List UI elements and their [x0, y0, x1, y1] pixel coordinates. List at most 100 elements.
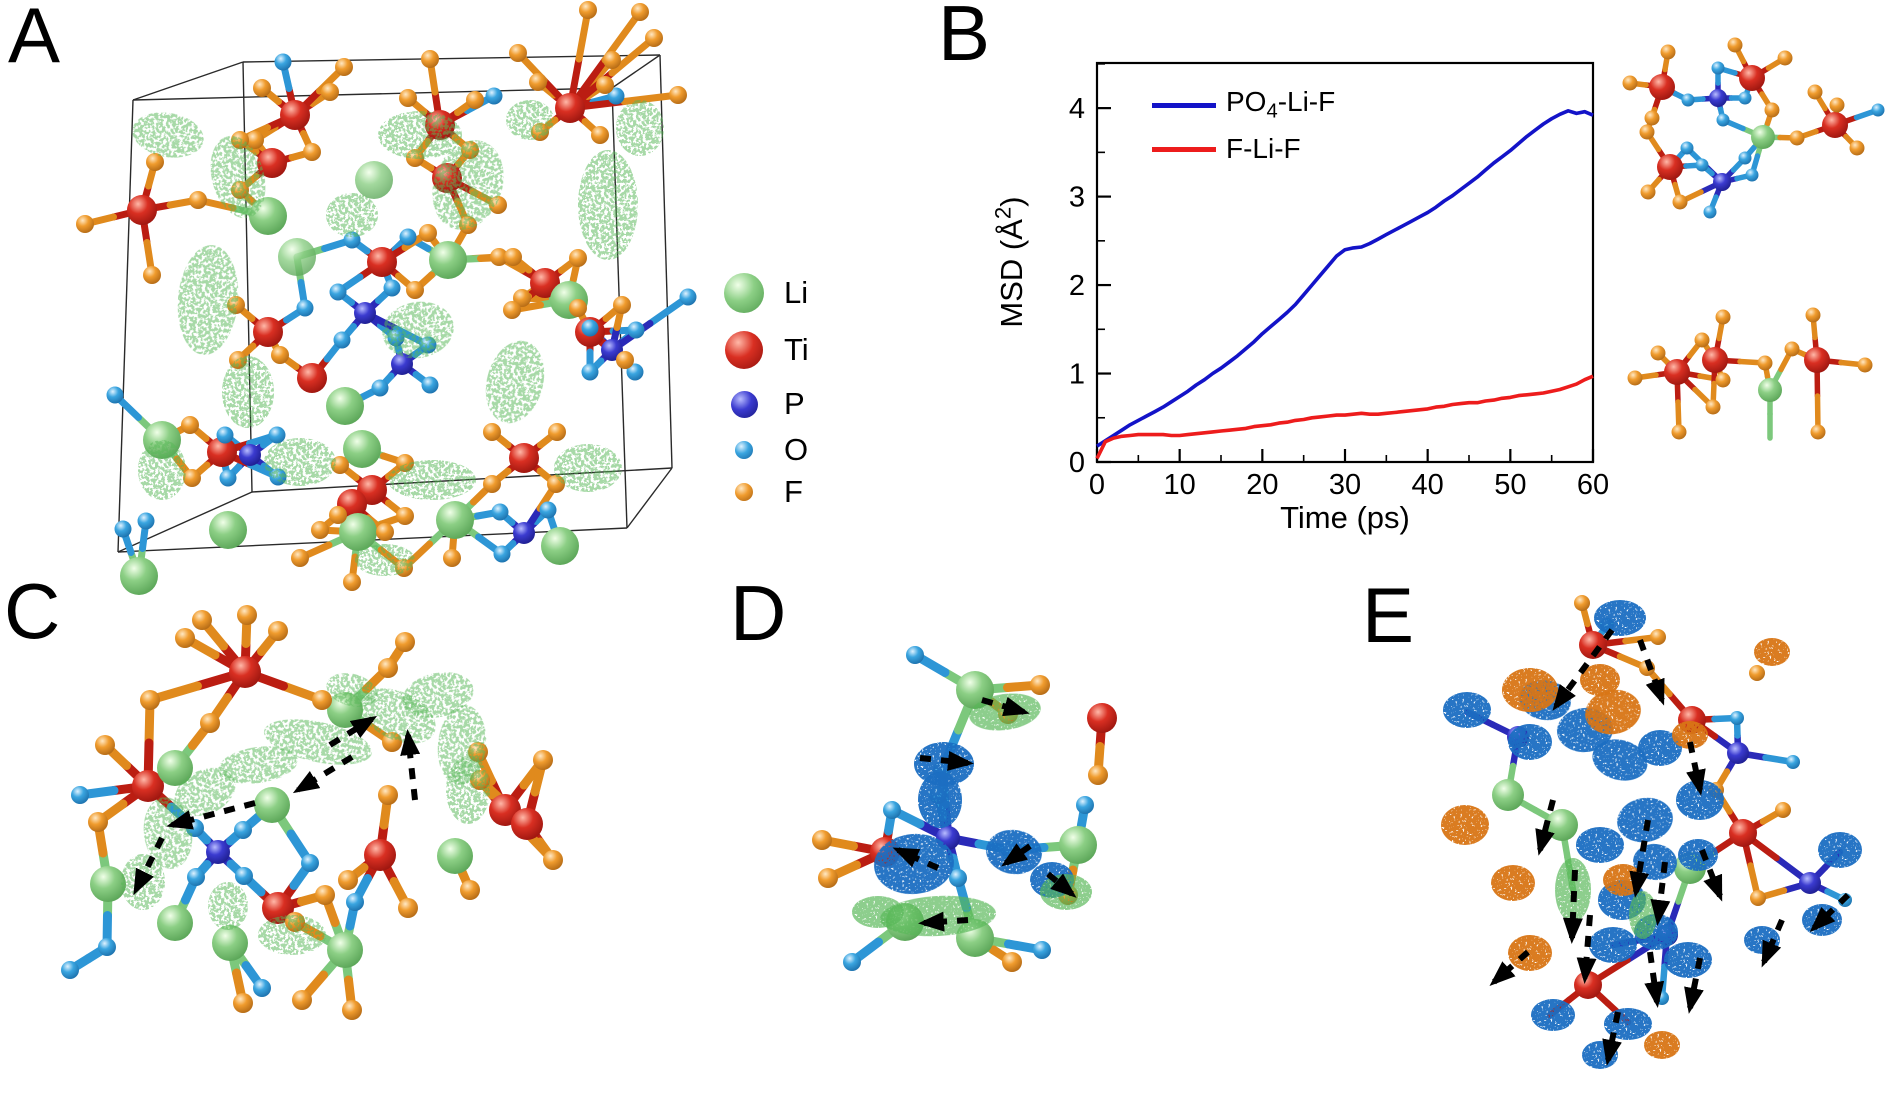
li-atom [1059, 826, 1097, 864]
o-atom [114, 520, 132, 538]
x-tick-label: 30 [1329, 469, 1361, 501]
f-atom [233, 993, 253, 1013]
diffusion-arrow [1761, 918, 1785, 968]
o-atom [421, 376, 439, 394]
p-atom [513, 522, 535, 544]
o-atom [301, 854, 319, 872]
f-atom [818, 868, 838, 888]
ti-atom [1739, 65, 1765, 91]
li-atom [157, 750, 193, 786]
f-atom [1715, 309, 1731, 325]
f-atom [1857, 357, 1873, 373]
li-atom [120, 557, 158, 595]
o-atom [98, 938, 116, 956]
li-atom [437, 838, 473, 874]
diffusion-arrow [328, 715, 378, 748]
diffusion-arrow [292, 754, 354, 794]
simulation-box-edge [117, 99, 134, 553]
isosurface-blob [432, 140, 504, 230]
panel-label-b: B [938, 0, 991, 77]
li-atom [278, 238, 316, 276]
f-atom [529, 73, 547, 91]
ti-atom [1657, 154, 1683, 180]
legend-label-p: P [784, 386, 805, 421]
isosurface-blob [1582, 1041, 1618, 1069]
x-axis-label: Time (ps) [1280, 500, 1410, 535]
p-atom [354, 302, 376, 324]
isosurface-blob [578, 150, 638, 260]
f-atom [1705, 399, 1721, 415]
isosurface-blob [1672, 721, 1708, 749]
f-atom [543, 850, 563, 870]
f-atom [503, 301, 521, 319]
f-atom [338, 870, 358, 890]
diffusion-arrow [1489, 949, 1530, 986]
ti-atom [1087, 703, 1117, 733]
f-atom [1574, 595, 1590, 611]
bond [608, 34, 658, 77]
f-atom [1805, 307, 1821, 323]
simulation-box-edge [626, 467, 673, 529]
isosurface-blob [402, 672, 474, 718]
f-atom [343, 573, 361, 591]
diffusion-arrow [400, 729, 421, 801]
ti-atom [509, 443, 539, 473]
bond [620, 91, 682, 105]
f-atom [1775, 802, 1791, 818]
isosurface-blob [1585, 689, 1641, 735]
isosurface-blob [1802, 904, 1842, 936]
ti-atom [1574, 971, 1602, 999]
f-atom [246, 131, 264, 149]
ti-atom [1579, 631, 1607, 659]
legend-label-li: Li [784, 275, 809, 310]
f-atom [95, 735, 115, 755]
o-atom [1703, 205, 1717, 219]
f-atom [175, 628, 195, 648]
p-atom [1799, 872, 1821, 894]
isosurface-blob [446, 756, 490, 824]
f-atom [311, 521, 329, 539]
f-atom [292, 990, 312, 1010]
f-atom [146, 153, 164, 171]
isosurface-blob [218, 746, 298, 784]
diffusion-arrow [1809, 892, 1851, 933]
legend-text-flif: F-Li-F [1226, 133, 1301, 164]
diffusion-arrow [1686, 741, 1706, 796]
o-atom [187, 868, 205, 886]
f-atom [342, 1000, 362, 1020]
f-atom [396, 507, 414, 525]
f-atom [1764, 102, 1780, 118]
o-atom [235, 867, 253, 885]
f-atom [596, 76, 614, 94]
y-tick-label: 4 [1069, 93, 1085, 125]
diffusion-arrow [1637, 638, 1665, 706]
f-atom [398, 898, 418, 918]
li-atom [343, 430, 381, 468]
scene-d [812, 646, 1117, 972]
o-atom [1716, 113, 1730, 127]
isosurface-blob [1664, 942, 1712, 978]
o-atom [1033, 941, 1051, 959]
isosurface-blob [1531, 999, 1575, 1031]
x-tick-label: 60 [1577, 469, 1609, 501]
o-atom [843, 953, 861, 971]
f-atom [1789, 130, 1805, 146]
f-atom [421, 50, 439, 68]
o-atom [1738, 151, 1752, 165]
f-atom [579, 1, 597, 19]
li-atom [212, 925, 248, 961]
diffusion-arrow [166, 800, 256, 830]
li-atom [157, 905, 193, 941]
y-tick-label: 0 [1069, 447, 1085, 479]
diffusion-arrow [1046, 871, 1077, 898]
ti-atom [555, 93, 585, 123]
isosurface-blob [1754, 638, 1790, 666]
ti-atom [127, 195, 157, 225]
f-atom [253, 79, 271, 97]
f-atom [378, 658, 398, 678]
f-atom [312, 690, 332, 710]
f-atom [1784, 341, 1800, 357]
msd-chart: 0 10 20 30 40 50 60 0 1 2 3 4 [1069, 61, 1609, 501]
ti-atom [253, 317, 283, 347]
